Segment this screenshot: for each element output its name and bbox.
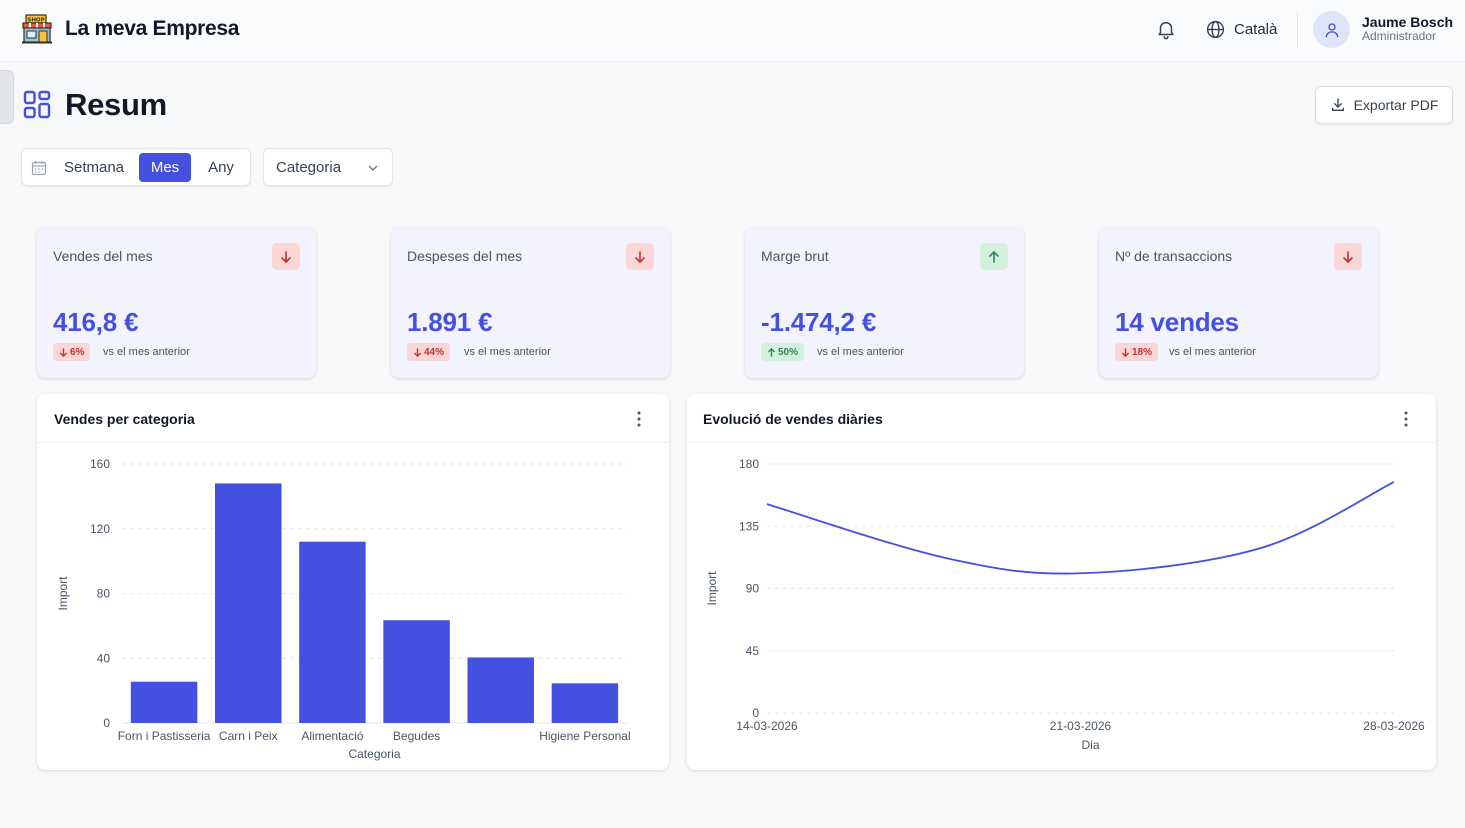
language-selector[interactable]: Català [1205,17,1277,41]
language-label: Català [1234,20,1278,38]
kpi-compare: vs el mes anterior [1169,346,1256,358]
y-tick-label: 120 [90,522,110,536]
period-selector: Setmana Mes Any [21,148,251,186]
y-tick-label: 0 [752,706,759,720]
page-title: Resum [65,87,167,122]
y-tick-label: 160 [90,457,110,471]
kpi-change-badge: 6% [53,343,91,361]
kpi-compare: vs el mes anterior [464,346,551,358]
bar[interactable] [215,483,282,723]
line-chart-card: Evolució de vendes diàries 0 45 90 135 180 14… [687,394,1436,770]
kpi-change: 50% [778,346,799,358]
y-tick-label: 80 [97,587,111,601]
kpi-title: Nº de transaccions [1115,248,1233,264]
tab-setmana[interactable]: Setmana [63,159,125,176]
kpi-value: 416,8 € [53,307,139,337]
bar-chart: 0 40 80 120 160 Forn i Pastisseria Carn i Peix… [56,457,631,761]
arrow-up-icon [768,347,775,357]
globe-icon [1206,20,1225,38]
kpi-title: Vendes del mes [53,248,153,264]
sidebar-toggle[interactable] [0,70,14,124]
card-title: Evolució de vendes diàries [703,411,883,427]
kpi-value: -1.474,2 € [761,307,877,337]
chevron-down-icon [368,165,378,171]
svg-text:SHOP: SHOP [27,18,44,24]
kpi-change: 44% [424,346,445,358]
kpi-compare: vs el mes anterior [817,346,904,358]
user-name: Jaume Bosch [1362,14,1454,30]
bar[interactable] [299,541,366,723]
kpi-change-badge: 18% [1115,343,1159,361]
kpi-title: Marge brut [761,248,829,264]
user-icon [1325,22,1338,37]
arrow-down-icon [414,347,421,357]
x-tick-label: 14-03-2026 [736,719,798,733]
kpi-card-expenses: Despeses del mes 1.891 € 44% vs el mes a… [391,227,670,378]
x-tick-label: Forn i Pastisseria [118,729,211,743]
trend-down-icon [626,243,654,270]
bar[interactable] [383,620,450,723]
card-divider [687,442,1436,443]
kpi-compare: vs el mes anterior [103,346,190,358]
kpi-card-margin: Marge brut -1.474,2 € 50% vs el mes ante… [745,227,1024,378]
x-tick-label: 21-03-2026 [1050,719,1112,733]
trend-up-icon [980,243,1008,270]
x-tick-label: 28-03-2026 [1363,719,1425,733]
y-tick-label: 40 [97,651,111,665]
category-select-label: Categoria [276,159,342,176]
kpi-change: 18% [1132,346,1153,358]
bar[interactable] [130,681,198,723]
avatar[interactable] [1313,11,1350,48]
arrow-down-icon [60,347,67,357]
line-chart: 0 45 90 135 180 14-03-2026 21-03-2026 28-03-202… [705,457,1425,752]
header-divider [1297,12,1298,48]
kpi-value: 14 vendes [1115,307,1239,337]
tab-mes[interactable]: Mes [139,153,191,182]
y-tick-label: 90 [746,582,760,596]
x-tick-label: Higiene Personal [539,729,630,743]
kpi-change-badge: 50% [761,343,805,361]
y-tick-label: 180 [739,457,759,471]
card-title: Vendes per categoria [54,411,195,427]
trend-down-icon [1334,243,1362,270]
user-role: Administrador [1362,29,1437,43]
arrow-down-icon [1122,347,1129,357]
bell-icon[interactable] [1155,18,1177,40]
kpi-title: Despeses del mes [407,248,523,264]
more-options-icon[interactable] [630,409,648,429]
brand-name: La meva Empresa [65,17,240,40]
kpi-change: 6% [70,346,85,358]
x-axis-title: Categoria [348,747,400,761]
export-pdf-button[interactable]: Exportar PDF [1315,86,1453,124]
export-pdf-label: Exportar PDF [1353,97,1439,113]
top-bar: SHOP La meva Empresa Català Jaume Bosch … [0,0,1465,62]
kpi-value: 1.891 € [407,307,493,337]
category-select[interactable]: Categoria [263,148,393,186]
x-tick-label: Alimentació [301,729,363,743]
y-tick-label: 45 [746,644,760,658]
kpi-card-transactions: Nº de transaccions 14 vendes 18% vs el m… [1099,227,1378,378]
bar[interactable] [551,683,619,723]
y-tick-label: 135 [739,519,759,533]
more-options-icon[interactable] [1397,409,1415,429]
kpi-card-sales: Vendes del mes 416,8 € 6% vs el mes ante… [37,227,316,378]
download-icon [1331,98,1344,111]
dashboard-icon [23,90,51,119]
shop-icon[interactable]: SHOP [21,14,53,44]
series-line[interactable] [766,481,1395,575]
y-axis-title: Import [56,576,70,611]
card-divider [37,442,669,443]
y-axis-title: Import [705,571,719,606]
x-tick-label: Begudes [393,729,440,743]
x-axis-title: Dia [1081,738,1099,752]
calendar-icon [31,161,47,176]
y-tick-label: 0 [103,716,110,730]
x-tick-label: Carn i Peix [219,729,278,743]
trend-down-icon [272,243,300,270]
bar[interactable] [467,657,534,723]
kpi-change-badge: 44% [407,343,451,361]
bar-chart-card: Vendes per categoria 0 40 80 120 160 Forn i P… [37,394,669,770]
tab-any[interactable]: Any [208,159,234,176]
